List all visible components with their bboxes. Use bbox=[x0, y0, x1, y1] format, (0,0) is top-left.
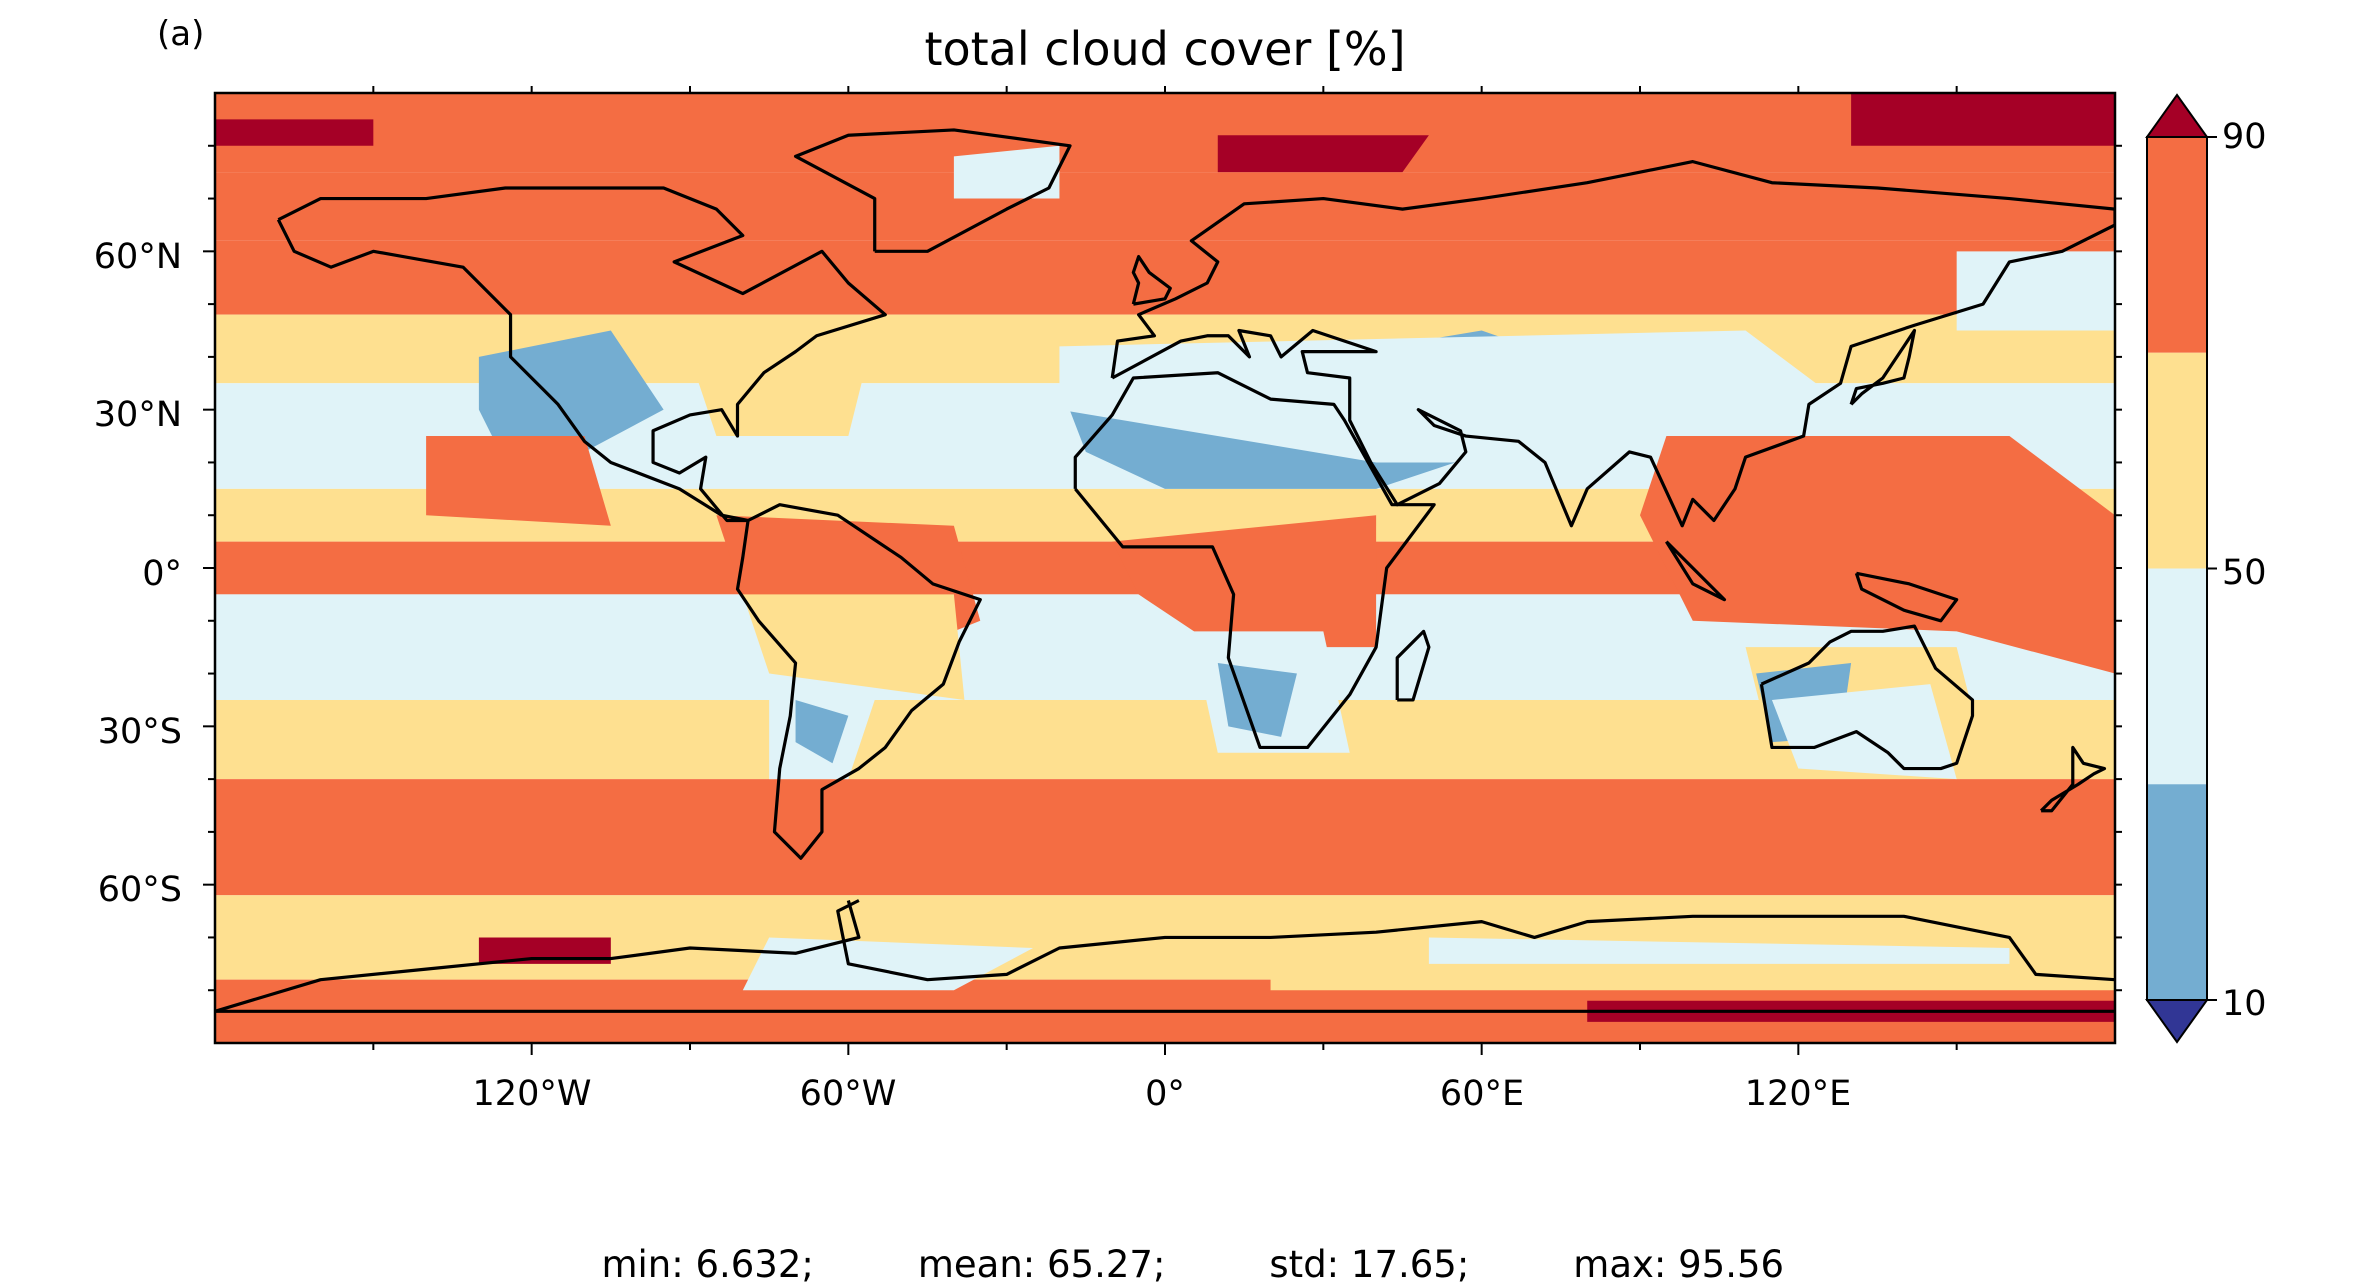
lon-tick-label: 60°E bbox=[1440, 1074, 1524, 1114]
colorbar-segment bbox=[2147, 352, 2207, 569]
cloud-band bbox=[215, 779, 2115, 896]
lon-tick-label: 120°E bbox=[1745, 1074, 1851, 1114]
panel-label: (a) bbox=[157, 14, 204, 54]
lat-tick-label: 30°S bbox=[98, 712, 182, 752]
coastline bbox=[215, 900, 861, 1013]
coastline bbox=[1110, 160, 2115, 528]
summary-stats: min: 6.632; mean: 65.27; std: 17.65; max: 9… bbox=[0, 1200, 2362, 1286]
cloud-patch bbox=[478, 330, 664, 452]
cloud-patch bbox=[742, 594, 965, 700]
cloud-band bbox=[215, 240, 2115, 315]
colorbar-tick-label: 90 bbox=[2222, 117, 2267, 157]
coastlines bbox=[215, 128, 2115, 1013]
colorbar-tick-label: 50 bbox=[2222, 553, 2267, 593]
cloud-cover-map bbox=[215, 93, 2115, 1043]
cloud-patch bbox=[215, 119, 374, 146]
chart-title: total cloud cover [%] bbox=[924, 22, 1405, 76]
coastline bbox=[1854, 571, 1959, 623]
coastline bbox=[836, 899, 2115, 982]
cloud-band bbox=[215, 594, 2115, 700]
lon-tick-label: 120°W bbox=[473, 1074, 592, 1114]
cloud-patch bbox=[1059, 330, 1852, 463]
coastline bbox=[1849, 328, 1917, 406]
coastline bbox=[1073, 371, 1436, 750]
cloud-band bbox=[215, 488, 2115, 542]
coastline bbox=[1665, 540, 1727, 602]
lat-tick-label: 60°S bbox=[98, 870, 182, 910]
lat-tick-label: 0° bbox=[142, 554, 182, 594]
cloud-patch bbox=[1640, 436, 2115, 674]
lon-tick-label: 60°W bbox=[800, 1074, 897, 1114]
coastline bbox=[2039, 745, 2107, 813]
colorbar-extend-max bbox=[2145, 93, 2209, 138]
axis-ticks bbox=[203, 86, 2122, 1055]
lat-tick-label: 30°N bbox=[94, 395, 182, 435]
cloud-patch bbox=[795, 699, 849, 764]
stat-max: max: 95.56 bbox=[1573, 1243, 1785, 1286]
cloud-patch bbox=[426, 436, 611, 526]
colorbar-segment bbox=[2147, 784, 2207, 1000]
stat-mean: mean: 65.27; bbox=[917, 1243, 1166, 1286]
cloud-patch bbox=[1956, 251, 2115, 331]
cloud-band bbox=[215, 93, 2115, 173]
lon-tick-label: 0° bbox=[1145, 1074, 1185, 1114]
coastline bbox=[793, 128, 1072, 253]
stat-min: min: 6.632; bbox=[601, 1243, 814, 1286]
cloud-patch bbox=[1428, 937, 2010, 964]
colorbar bbox=[2145, 93, 2217, 1044]
cloud-patch bbox=[1851, 93, 2115, 146]
colorbar-segment bbox=[2147, 568, 2207, 785]
colorbar-segment bbox=[2147, 137, 2207, 353]
cloud-band bbox=[215, 699, 2115, 780]
colorbar-tick-label: 10 bbox=[2222, 984, 2267, 1024]
cloud-patch bbox=[1217, 135, 1429, 173]
coastline bbox=[735, 503, 982, 860]
coastline bbox=[1131, 255, 1172, 306]
coastline bbox=[276, 186, 887, 523]
colorbar-extend-min bbox=[2145, 999, 2209, 1044]
cloud-cover-field bbox=[215, 93, 2115, 1043]
coastline bbox=[1395, 629, 1431, 702]
cloud-band bbox=[215, 172, 2115, 241]
cloud-patch bbox=[1771, 684, 1957, 780]
stat-std: std: 17.65; bbox=[1269, 1243, 1470, 1286]
coastline bbox=[1759, 624, 1975, 771]
lat-tick-label: 60°N bbox=[94, 237, 182, 277]
cloud-patch bbox=[953, 145, 1060, 199]
